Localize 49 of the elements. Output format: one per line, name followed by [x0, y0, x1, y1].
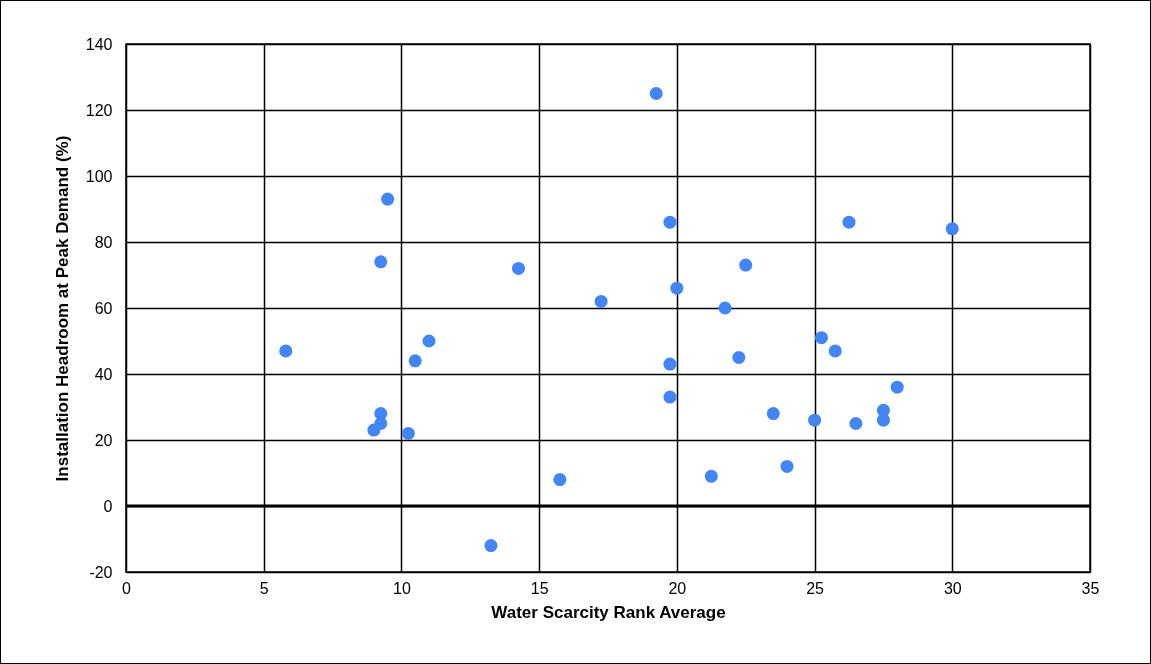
point — [849, 416, 863, 431]
y-tick-label: 0 — [103, 497, 113, 515]
x-tick-label: 15 — [530, 579, 549, 597]
x-tick-label: 30 — [943, 579, 962, 597]
y-tick-label: 100 — [85, 167, 113, 185]
point — [780, 459, 794, 473]
y-tick-label: 120 — [85, 101, 113, 119]
point — [401, 426, 415, 440]
point — [828, 344, 842, 358]
x-axis-title: Water Scarcity Rank Average — [491, 602, 726, 622]
point — [408, 354, 422, 368]
point — [945, 222, 959, 236]
point — [704, 469, 718, 483]
point — [594, 294, 608, 308]
point — [279, 344, 293, 358]
y-tick-label: 80 — [94, 233, 113, 251]
x-tick-label: 0 — [122, 579, 132, 597]
y-tick-label: 140 — [85, 35, 113, 53]
point — [670, 281, 684, 295]
point — [842, 215, 856, 229]
y-tick-label: 40 — [94, 365, 113, 383]
point — [890, 380, 904, 394]
point — [739, 258, 753, 272]
x-tick-label: 25 — [806, 579, 825, 597]
x-tick-label: 10 — [393, 579, 411, 597]
point — [422, 334, 436, 348]
point — [766, 407, 780, 421]
point — [718, 301, 732, 315]
point — [553, 473, 567, 487]
point — [484, 539, 498, 553]
point — [511, 261, 525, 275]
point — [732, 350, 746, 365]
x-tick-label: 35 — [1081, 579, 1100, 597]
x-tick-label: 20 — [668, 579, 687, 597]
point — [663, 357, 677, 371]
y-tick-label: 60 — [94, 299, 113, 317]
y-axis-title: Installation Headroom at Peak Demand (%) — [52, 135, 72, 482]
point — [663, 215, 677, 229]
point — [808, 413, 822, 427]
point — [663, 390, 677, 404]
y-tick-label: 20 — [94, 431, 113, 449]
point — [374, 255, 388, 269]
point — [367, 423, 381, 437]
point — [381, 192, 395, 206]
x-tick-label: 5 — [259, 579, 269, 597]
y-tick-label: -20 — [89, 563, 113, 581]
point — [814, 331, 828, 345]
point — [876, 413, 890, 427]
point — [649, 86, 663, 101]
